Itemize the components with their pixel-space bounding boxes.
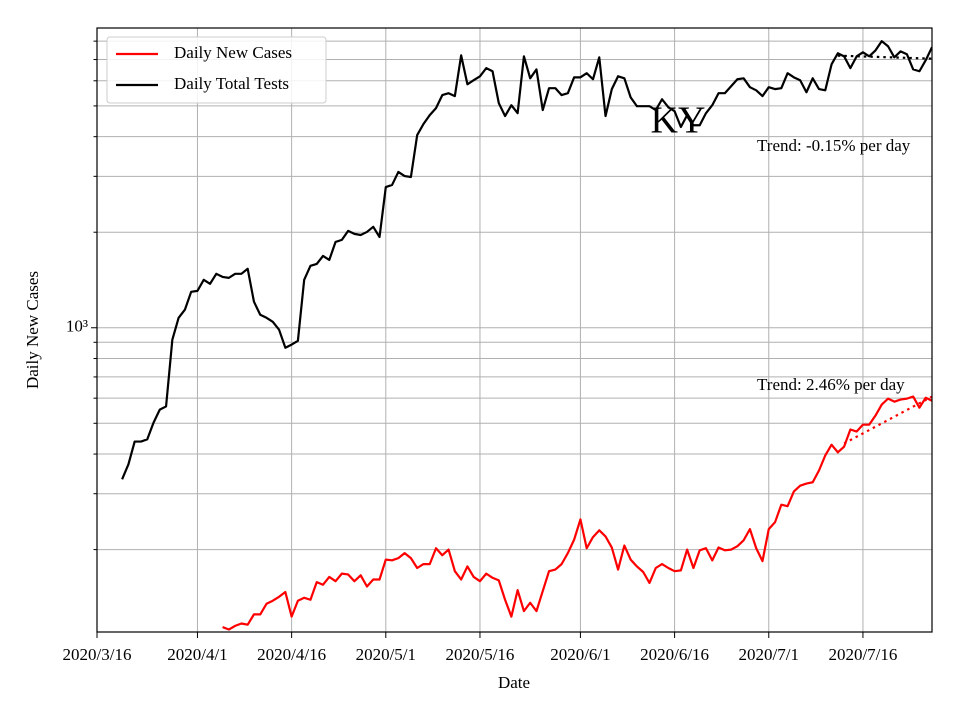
legend-label: Daily New Cases bbox=[174, 43, 292, 62]
y-tick-label: 10³ bbox=[66, 317, 88, 336]
x-tick-label: 2020/6/1 bbox=[550, 645, 610, 664]
legend: Daily New Cases Daily Total Tests bbox=[106, 36, 327, 104]
x-tick-label: 2020/7/1 bbox=[739, 645, 799, 664]
x-axis-label: Date bbox=[498, 673, 530, 692]
series-line bbox=[222, 395, 932, 631]
x-tick-label: 2020/5/16 bbox=[445, 645, 514, 664]
y-axis-label: Daily New Cases bbox=[23, 271, 42, 389]
x-tick-label: 2020/5/1 bbox=[356, 645, 416, 664]
trend-annotation: Trend: -0.15% per day bbox=[757, 136, 911, 155]
x-tick-label: 2020/7/16 bbox=[828, 645, 897, 664]
axes-frame bbox=[96, 27, 933, 633]
plot-area bbox=[121, 40, 932, 631]
grid bbox=[96, 28, 932, 632]
trend-annotation: Trend: 2.46% per day bbox=[757, 375, 905, 394]
series-line bbox=[121, 40, 932, 480]
legend-box bbox=[106, 36, 327, 104]
trend-line bbox=[837, 54, 932, 60]
x-tick-label: 2020/6/16 bbox=[640, 645, 709, 664]
ticks: 2020/3/16 2020/4/1 2020/4/16 2020/5/1 2020/5… bbox=[63, 40, 897, 664]
region-label: KY bbox=[651, 100, 706, 142]
x-tick-label: 2020/3/16 bbox=[63, 645, 132, 664]
legend-label: Daily Total Tests bbox=[174, 74, 289, 93]
x-tick-label: 2020/4/16 bbox=[257, 645, 326, 664]
x-tick-label: 2020/4/1 bbox=[167, 645, 227, 664]
